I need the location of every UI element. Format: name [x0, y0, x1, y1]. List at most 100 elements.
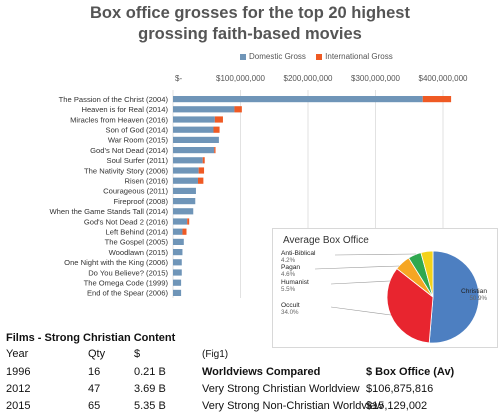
bar-domestic	[173, 249, 183, 256]
bar-domestic	[173, 177, 198, 184]
x-tick-label: $100,000,000	[216, 74, 265, 83]
category-label: Heaven is for Real (2014)	[81, 105, 168, 114]
bar-domestic	[173, 187, 196, 194]
pie-slice-christian	[428, 250, 480, 344]
worldviews-header: Worldviews Compared	[202, 366, 321, 378]
chart-legend: Domestic Gross International Gross	[240, 52, 401, 61]
bar-domestic	[173, 147, 215, 154]
legend-label-domestic: Domestic Gross	[249, 52, 306, 61]
pie-percent-label: 34.0%	[281, 309, 299, 316]
category-label: God's Not Dead 2 (2016)	[84, 217, 169, 226]
bar-domestic	[173, 218, 188, 225]
bar-international	[234, 106, 242, 113]
bar-domestic	[173, 228, 183, 235]
bar-international	[213, 126, 220, 133]
category-label: Fireproof (2008)	[114, 197, 169, 206]
table-row-1-year: 1996	[6, 366, 31, 378]
x-tick-label: $300,000,000	[351, 74, 400, 83]
pie-label: Humanist	[281, 279, 309, 286]
bar-domestic	[173, 106, 235, 113]
bar-chart: $- $100,000,000 $200,000,000 $300,000,000 $4…	[50, 74, 468, 298]
chart-title-line-2: grossing faith-based movies	[138, 25, 362, 43]
table-row-3-year: 2015	[6, 400, 31, 412]
pie-leader-line	[330, 280, 391, 285]
category-label: Woodlawn (2015)	[109, 248, 169, 257]
x-tick-label: $400,000,000	[419, 74, 468, 83]
x-tick-label: $-	[175, 74, 182, 83]
category-label: Courageous (2011)	[103, 187, 168, 196]
worldview-row-1-value: $106,875,816	[366, 383, 434, 395]
category-label: Miracles from Heaven (2016)	[70, 115, 168, 124]
category-label: God's Not Dead (2014)	[90, 146, 168, 155]
worldview-row-2-value: $15,129,002	[366, 400, 428, 412]
table-row-1-amount: 0.21 B	[134, 366, 166, 378]
pie-slice-anti-biblical	[420, 250, 434, 298]
bar-domestic	[173, 208, 194, 215]
worldview-row-1-label: Very Strong Christian Worldview	[202, 383, 360, 395]
category-label: The Nativity Story (2006)	[84, 166, 168, 175]
bar-international	[198, 167, 205, 174]
pie-label: Christian	[461, 288, 487, 295]
category-label: Left Behind (2014)	[106, 228, 169, 237]
legend-item-domestic: Domestic Gross	[240, 52, 306, 61]
x-tick-label: $200,000,000	[284, 74, 333, 83]
bar-domestic	[173, 279, 182, 286]
category-label: One Night with the King (2006)	[64, 258, 168, 267]
table-row-2-year: 2012	[6, 383, 31, 395]
table-row-2-qty: 47	[88, 383, 101, 395]
category-label: War Room (2015)	[108, 136, 169, 145]
table-row-3-qty: 65	[88, 400, 101, 412]
category-label: The Passion of the Christ (2004)	[59, 95, 169, 104]
bar-domestic	[173, 167, 199, 174]
pie-percent-label: 50.9%	[469, 295, 487, 302]
pie-slice-occult	[386, 268, 434, 344]
pie-chart-title: Average Box Office	[283, 235, 369, 246]
pie-percent-label: 4.2%	[281, 257, 296, 264]
category-label: End of the Spear (2006)	[87, 289, 169, 298]
worldview-row-2-label: Very Strong Non-Christian Worldview	[202, 400, 384, 412]
pie-label: Anti-Biblical	[281, 250, 316, 257]
category-label: Do You Believe? (2015)	[88, 268, 168, 277]
table-row-1-qty: 16	[88, 366, 101, 378]
bar-domestic	[173, 289, 182, 296]
category-label: The Omega Code (1999)	[84, 279, 169, 288]
table-header-amount: $	[134, 348, 141, 360]
bar-domestic	[173, 198, 196, 205]
pie-leader-line	[314, 265, 400, 270]
pie-percent-label: 5.5%	[281, 286, 296, 293]
chart-title-line-1: Box office grosses for the top 20 highes…	[90, 4, 410, 22]
pie-leader-line	[330, 306, 392, 316]
pie-label: Occult	[281, 302, 300, 309]
table-header-year: Year	[6, 348, 29, 360]
fig-label: (Fig1)	[202, 349, 229, 360]
bar-domestic	[173, 136, 219, 143]
chart-title: Box office grosses for the top 20 highes…	[60, 3, 440, 45]
bar-international	[187, 218, 190, 225]
bar-domestic	[173, 259, 182, 266]
bar-international	[202, 157, 205, 164]
bar-domestic	[173, 269, 182, 276]
bar-domestic	[173, 96, 423, 103]
category-label: The Gospel (2005)	[105, 238, 169, 247]
pie-percent-label: 4.6%	[281, 271, 296, 278]
category-label: When the Game Stands Tall (2014)	[50, 207, 169, 216]
legend-label-international: International Gross	[325, 52, 393, 61]
category-label: Soul Surfer (2011)	[107, 156, 169, 165]
category-label: Son of God (2014)	[106, 126, 169, 135]
legend-swatch-international	[316, 53, 323, 60]
box-office-header: $ Box Office (Av)	[366, 366, 455, 378]
legend-swatch-domestic	[240, 53, 246, 60]
table-title: Films - Strong Christian Content	[6, 332, 176, 344]
bar-domestic	[173, 157, 203, 164]
category-label: Risen (2016)	[125, 177, 169, 186]
bar-international	[214, 147, 216, 154]
bar-domestic	[173, 238, 184, 245]
pie-leader-line	[334, 253, 417, 256]
bar-international	[422, 96, 452, 103]
bar-international	[214, 116, 223, 123]
table-header-qty: Qty	[88, 348, 106, 360]
bar-domestic	[173, 116, 215, 123]
table-row-2-amount: 3.69 B	[134, 383, 166, 395]
pie-chart-panel: Average Box Office Christian 50.9% Occult 3…	[272, 228, 498, 348]
